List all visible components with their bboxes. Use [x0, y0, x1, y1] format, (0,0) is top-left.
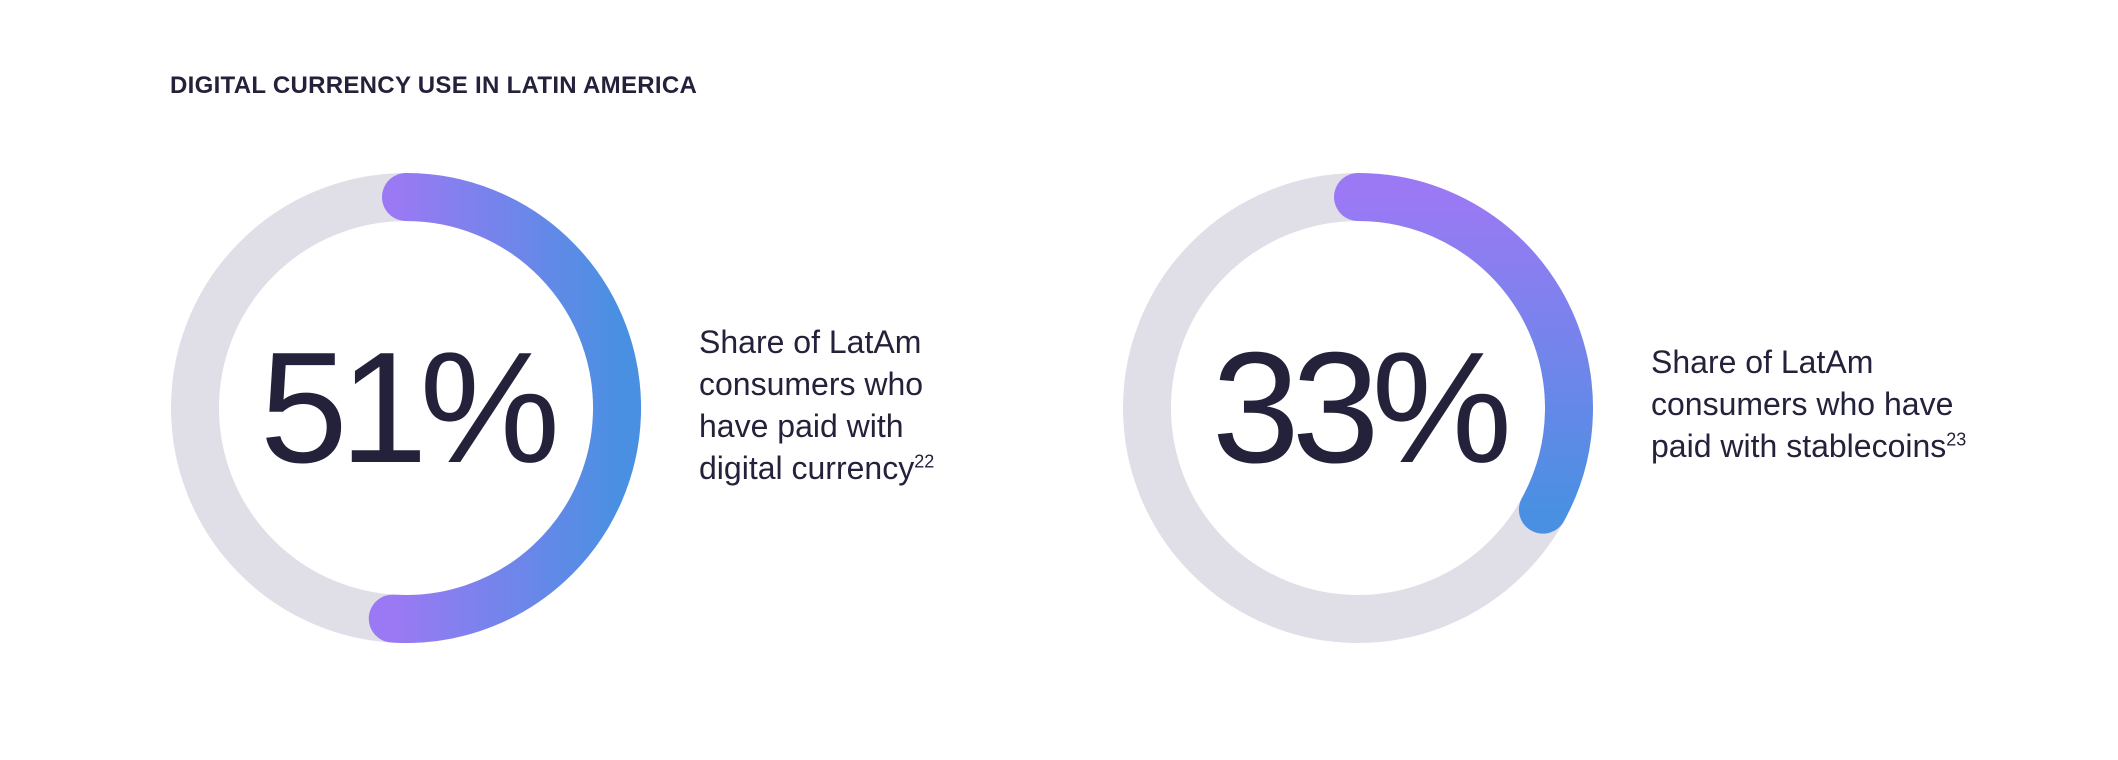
caption-line: paid with stablecoins: [1651, 428, 1947, 464]
stat-caption: Share of LatAm consumers who have paid w…: [699, 321, 1089, 489]
chart-title: DIGITAL CURRENCY USE IN LATIN AMERICA: [170, 72, 698, 99]
donut-chart-digital-currency: [171, 173, 641, 643]
donut-chart-stablecoins: [1123, 173, 1593, 643]
caption-line: Share of LatAm: [1651, 344, 1874, 380]
stat-caption: Share of LatAm consumers who have paid w…: [1651, 341, 2041, 467]
donut-svg: [171, 173, 641, 643]
percent-value: 33%: [1211, 320, 1512, 496]
caption-line: consumers who: [699, 366, 924, 402]
caption-line: consumers who have: [1651, 386, 1954, 422]
caption-line: Share of LatAm: [699, 324, 922, 360]
caption-line: digital currency: [699, 450, 915, 486]
caption-line: have paid with: [699, 408, 904, 444]
stat-block-stablecoins: 33% Share of LatAm consumers who have pa…: [1123, 173, 2073, 643]
caption-line-last: paid with stablecoins23: [1651, 425, 2041, 467]
donut-value-arc: [368, 173, 641, 643]
footnote-marker: 23: [1946, 429, 1967, 450]
donut-value-arc: [1334, 173, 1593, 534]
footnote-marker: 22: [914, 451, 935, 472]
caption-line-last: digital currency22: [699, 447, 1089, 489]
percent-value: 51%: [259, 320, 560, 496]
stat-block-digital-currency: 51% Share of LatAm consumers who have pa…: [171, 173, 1121, 643]
donut-svg: [1123, 173, 1593, 643]
